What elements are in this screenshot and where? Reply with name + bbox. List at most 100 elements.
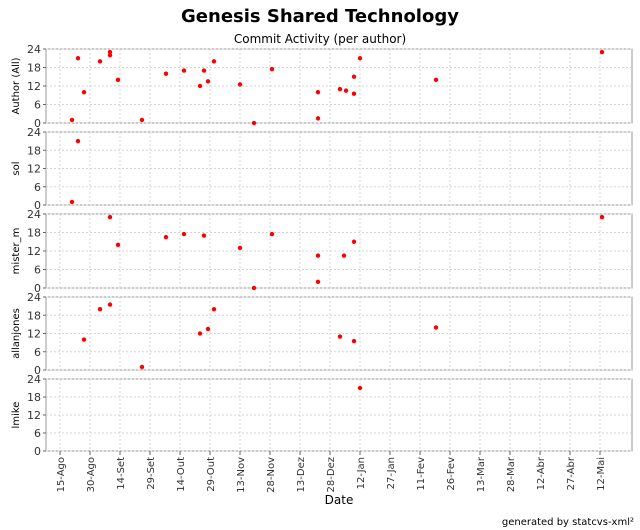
data-point (599, 214, 605, 220)
data-point (269, 66, 275, 72)
data-point (315, 279, 321, 285)
x-tick-label: 28-Nov (266, 457, 277, 493)
data-point (351, 239, 357, 244)
y-tick-label: 6 (34, 427, 41, 440)
y-tick-label: 0 (34, 117, 41, 130)
data-point (433, 77, 439, 83)
y-tick-label: 24 (27, 208, 41, 221)
y-tick-label: 0 (34, 282, 41, 295)
x-tick-label: 11-Fev (416, 457, 427, 491)
x-tick-label: 13-Nov (236, 457, 247, 493)
y-tick-label: 12 (27, 80, 41, 93)
data-point (201, 68, 207, 73)
x-tick-label: 12-Jan (356, 457, 367, 489)
data-point (343, 88, 349, 93)
data-point (139, 117, 145, 123)
y-tick-label: 24 (27, 43, 41, 56)
data-point (107, 214, 113, 220)
x-tick-label: 13-Dez (296, 457, 307, 492)
y-tick-label: 18 (27, 309, 41, 322)
x-tick-label: 13-Mar (476, 456, 487, 492)
data-point (337, 334, 343, 339)
x-tick-label: 27-Abr (566, 456, 577, 490)
data-point (357, 385, 363, 391)
data-point (107, 302, 113, 307)
y-tick-label: 18 (27, 391, 41, 404)
y-tick-label: 0 (34, 445, 41, 458)
y-tick-label: 18 (27, 144, 41, 157)
y-tick-label: 12 (27, 409, 41, 422)
data-point (237, 82, 243, 87)
data-point (163, 71, 169, 76)
y-tick-label: 18 (27, 227, 41, 240)
data-point (269, 231, 275, 237)
y-tick-label: 6 (34, 346, 41, 359)
x-tick-label: 14-Out (176, 457, 187, 492)
data-point (97, 59, 103, 64)
data-point (211, 59, 217, 64)
chart-subtitle: Commit Activity (per author) (233, 32, 407, 46)
data-point (351, 74, 357, 79)
y-tick-label: 6 (34, 99, 41, 112)
x-tick-label: 15-Ago (56, 457, 67, 492)
y-tick-label: 12 (27, 328, 41, 341)
data-point (81, 337, 87, 342)
y-tick-label: 0 (34, 364, 41, 377)
data-point (351, 338, 357, 344)
x-tick-label: 14-Set (116, 457, 127, 490)
data-point (337, 86, 343, 92)
data-point (205, 326, 211, 332)
data-point (81, 89, 87, 95)
data-point (107, 52, 113, 58)
data-point (163, 234, 169, 240)
footer-credit: generated by statcvs-xml² (501, 517, 634, 528)
x-tick-label: 29-Set (146, 457, 157, 490)
data-point (237, 245, 243, 251)
data-point (211, 306, 217, 312)
series-label: mister_m (11, 228, 22, 275)
y-tick-label: 0 (34, 199, 41, 212)
series-label: Author (All) (11, 57, 22, 114)
data-point (197, 331, 203, 336)
y-tick-label: 12 (27, 163, 41, 176)
data-point (97, 306, 103, 312)
data-point (75, 56, 81, 61)
x-axis-label: Date (325, 493, 354, 507)
series-label: lmike (11, 402, 22, 429)
data-point (357, 56, 363, 61)
x-tick-label: 29-Out (206, 457, 217, 492)
y-tick-label: 12 (27, 245, 41, 258)
data-point (351, 91, 357, 96)
x-tick-label: 30-Ago (86, 457, 97, 492)
series-label: sol (11, 161, 22, 175)
data-point (251, 120, 257, 126)
y-tick-label: 6 (34, 181, 41, 194)
series-label: allanjones (11, 308, 22, 359)
data-point (139, 364, 145, 370)
data-point (75, 138, 81, 144)
data-point (315, 89, 321, 95)
chart-title: Genesis Shared Technology (181, 6, 459, 27)
data-point (181, 231, 187, 237)
y-tick-label: 24 (27, 291, 41, 304)
data-point (315, 116, 321, 121)
y-tick-label: 24 (27, 126, 41, 139)
data-point (315, 253, 321, 258)
data-point (197, 83, 203, 89)
data-point (433, 325, 439, 330)
data-point (205, 79, 211, 84)
x-tick-label: 27-Jan (386, 457, 397, 489)
data-point (107, 49, 113, 55)
y-tick-label: 6 (34, 264, 41, 277)
x-tick-label: 12-Abr (536, 456, 547, 490)
data-point (69, 199, 75, 205)
y-tick-label: 18 (27, 62, 41, 75)
x-tick-label: 12-Mai (596, 457, 607, 491)
data-point (181, 68, 187, 73)
data-point (201, 233, 207, 238)
y-tick-label: 24 (27, 373, 41, 386)
data-point (599, 49, 605, 55)
data-point (115, 77, 121, 83)
data-point (69, 117, 75, 123)
